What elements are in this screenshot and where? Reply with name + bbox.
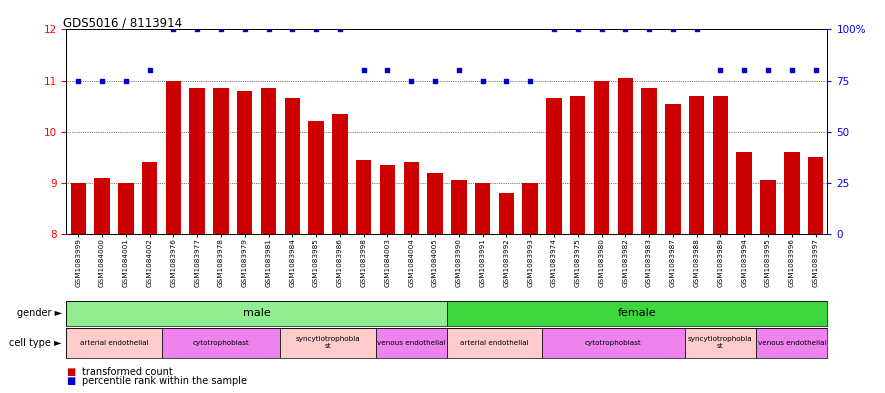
Point (595, 26, 609, 33)
Bar (666, 103, 681, 234)
Text: gender ►: gender ► (17, 309, 62, 318)
Bar (546, 98, 562, 234)
Bar (447, 328, 543, 358)
Point (689, 26, 704, 33)
Point (190, 26, 204, 33)
Text: cell type ►: cell type ► (10, 338, 62, 348)
Bar (542, 328, 685, 358)
Bar (618, 78, 633, 234)
Bar (142, 162, 158, 234)
Bar (475, 183, 490, 234)
Point (809, 67, 823, 73)
Text: transformed count: transformed count (82, 367, 173, 377)
Bar (570, 96, 586, 234)
Text: male: male (242, 309, 271, 318)
Bar (285, 98, 300, 234)
Point (357, 67, 371, 73)
Point (428, 77, 442, 84)
Point (214, 26, 228, 33)
Bar (189, 88, 205, 234)
Bar (237, 91, 252, 234)
Point (166, 26, 181, 33)
Point (285, 26, 299, 33)
Bar (594, 81, 609, 234)
Text: syncytiotrophobla
st: syncytiotrophobla st (296, 336, 360, 349)
Point (523, 77, 537, 84)
Bar (375, 328, 447, 358)
Bar (522, 183, 538, 234)
Text: ■: ■ (66, 376, 75, 386)
Bar (281, 328, 375, 358)
Bar (332, 114, 348, 234)
Text: cytotrophoblast: cytotrophoblast (193, 340, 250, 346)
Text: arterial endothelial: arterial endothelial (460, 340, 529, 346)
Bar (498, 193, 514, 234)
Bar (308, 121, 324, 234)
Point (404, 77, 419, 84)
Bar (447, 301, 827, 326)
Bar (66, 328, 161, 358)
Point (761, 67, 775, 73)
Point (119, 77, 133, 84)
Bar (66, 301, 447, 326)
Bar (642, 88, 657, 234)
Point (451, 67, 466, 73)
Bar (685, 328, 756, 358)
Bar (118, 183, 134, 234)
Bar (356, 160, 372, 234)
Text: ■: ■ (66, 367, 75, 377)
Bar (736, 152, 752, 234)
Point (737, 67, 751, 73)
Point (785, 67, 799, 73)
Bar (712, 96, 728, 234)
Text: GDS5016 / 8113914: GDS5016 / 8113914 (63, 17, 181, 29)
Text: cytotrophoblast: cytotrophoblast (585, 340, 642, 346)
Bar (756, 328, 827, 358)
Point (71, 77, 85, 84)
Point (666, 26, 680, 33)
Text: female: female (618, 309, 657, 318)
Bar (760, 180, 776, 234)
Bar (380, 165, 396, 234)
Point (642, 26, 656, 33)
Text: arterial endothelial: arterial endothelial (80, 340, 149, 346)
Point (547, 26, 561, 33)
Bar (261, 88, 276, 234)
Point (95, 77, 109, 84)
Text: venous endothelial: venous endothelial (758, 340, 826, 346)
Text: percentile rank within the sample: percentile rank within the sample (82, 376, 247, 386)
Point (499, 77, 513, 84)
Point (475, 77, 489, 84)
Bar (161, 328, 281, 358)
Point (309, 26, 323, 33)
Text: venous endothelial: venous endothelial (377, 340, 445, 346)
Bar (451, 180, 466, 234)
Bar (427, 173, 442, 234)
Bar (95, 178, 110, 234)
Point (619, 26, 633, 33)
Point (142, 67, 157, 73)
Point (381, 67, 395, 73)
Bar (808, 157, 823, 234)
Point (333, 26, 347, 33)
Point (571, 26, 585, 33)
Bar (213, 88, 228, 234)
Bar (165, 81, 181, 234)
Point (261, 26, 275, 33)
Bar (689, 96, 704, 234)
Point (238, 26, 252, 33)
Bar (71, 183, 86, 234)
Point (713, 67, 727, 73)
Bar (404, 162, 419, 234)
Text: syncytiotrophobla
st: syncytiotrophobla st (689, 336, 753, 349)
Bar (784, 152, 799, 234)
